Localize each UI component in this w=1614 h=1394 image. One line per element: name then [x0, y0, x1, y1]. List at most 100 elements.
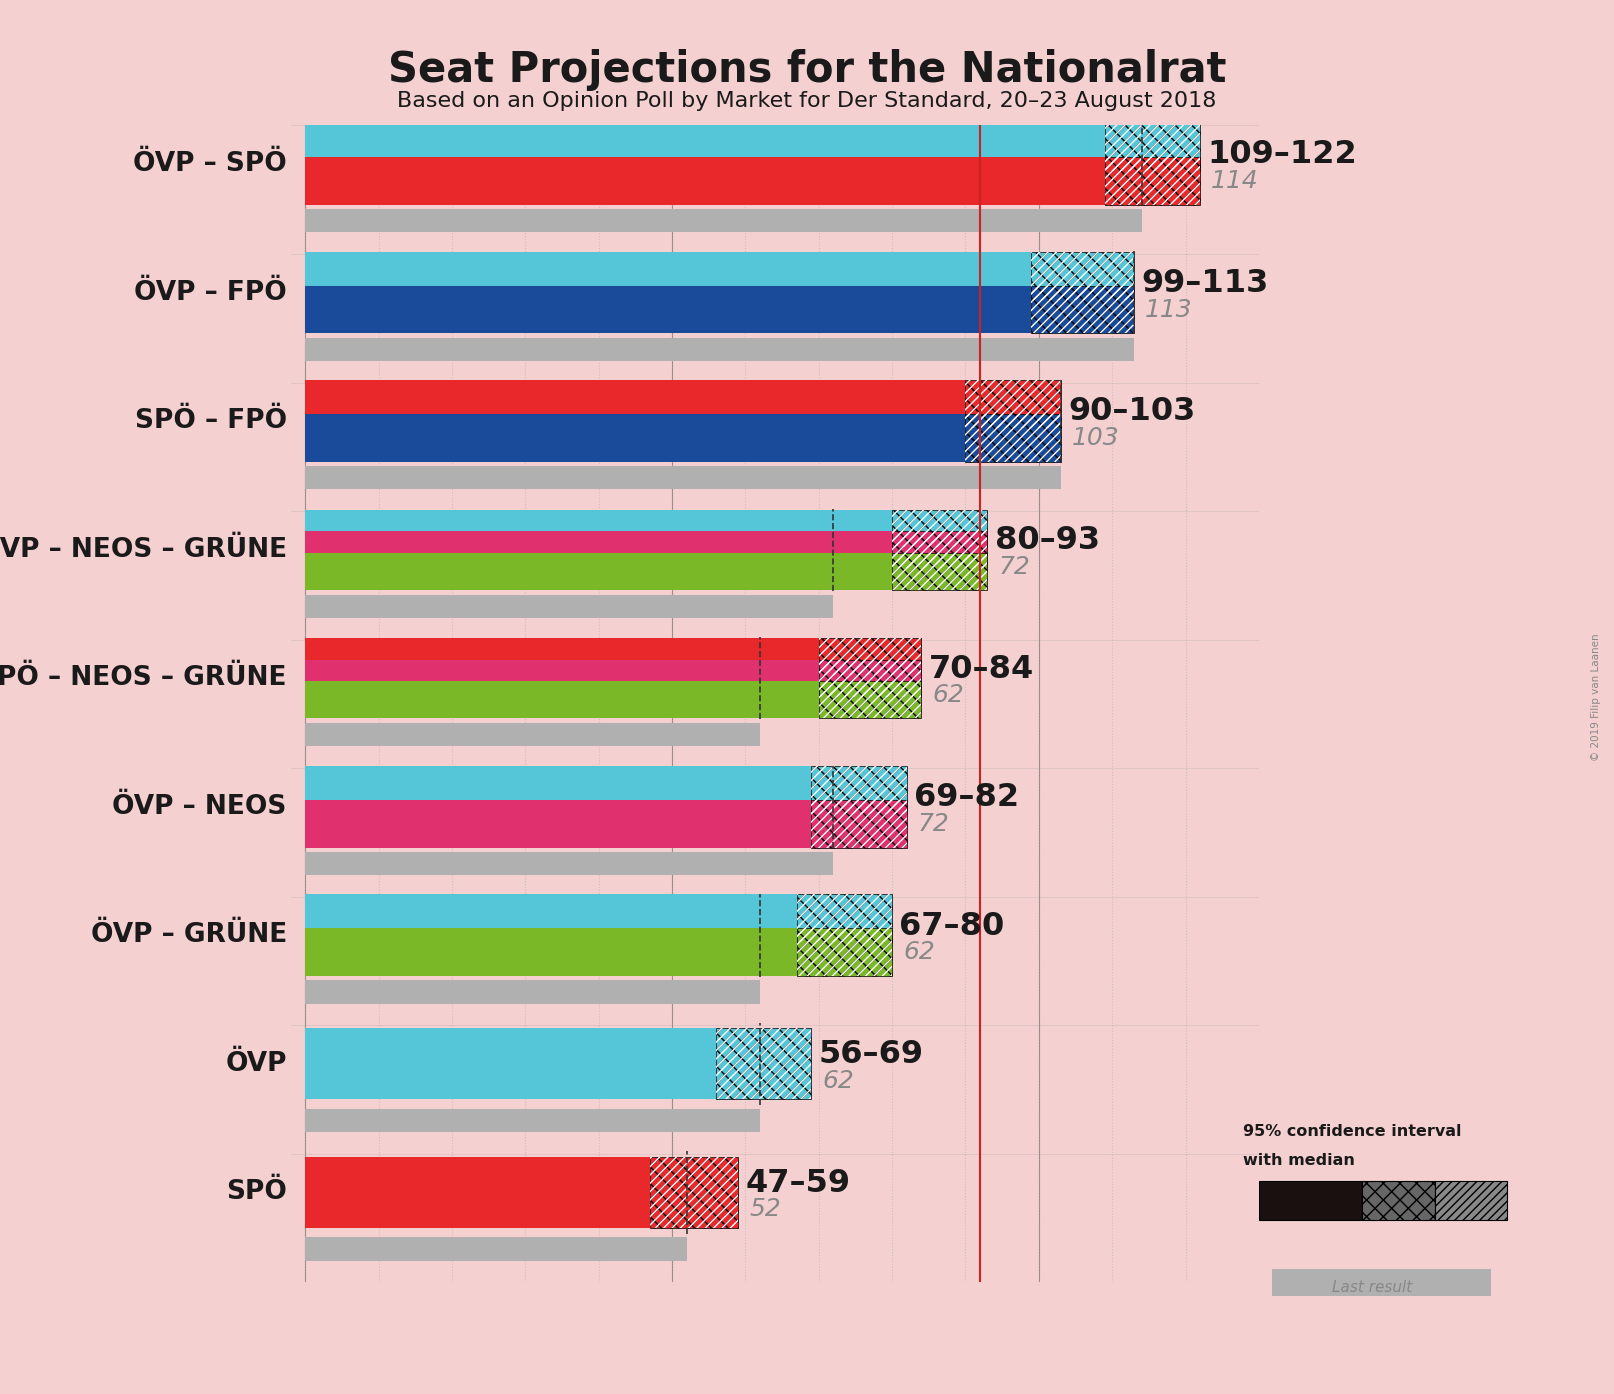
- Bar: [305, 286, 1031, 333]
- Text: 109–122: 109–122: [1207, 139, 1357, 170]
- Bar: [893, 553, 988, 590]
- Bar: [812, 800, 907, 848]
- Bar: [305, 1029, 717, 1100]
- Bar: [818, 659, 922, 697]
- Bar: [305, 531, 893, 569]
- Bar: [1106, 123, 1201, 171]
- Bar: [797, 928, 893, 976]
- Bar: [650, 1157, 738, 1228]
- Bar: [1435, 1182, 1507, 1220]
- Bar: [305, 252, 1031, 300]
- Bar: [797, 895, 893, 942]
- Text: 113: 113: [1146, 297, 1193, 322]
- Bar: [1031, 252, 1135, 300]
- Text: 90–103: 90–103: [1068, 396, 1196, 428]
- Text: 52: 52: [749, 1197, 781, 1221]
- Text: © 2019 Filip van Laanen: © 2019 Filip van Laanen: [1591, 633, 1601, 761]
- Bar: [717, 1029, 812, 1100]
- Bar: [797, 928, 893, 976]
- Bar: [965, 381, 1060, 428]
- Bar: [893, 531, 988, 569]
- Bar: [812, 765, 907, 814]
- Bar: [818, 659, 922, 697]
- Text: with median: with median: [1243, 1153, 1354, 1168]
- Bar: [818, 638, 922, 675]
- Bar: [1031, 286, 1135, 333]
- Bar: [305, 765, 812, 814]
- Bar: [305, 800, 812, 848]
- Bar: [812, 800, 907, 848]
- Bar: [305, 1157, 650, 1228]
- Text: SPÖ: SPÖ: [226, 1179, 287, 1206]
- Text: Last result: Last result: [1332, 1280, 1412, 1295]
- Bar: [812, 765, 907, 814]
- Bar: [1106, 123, 1201, 171]
- Bar: [965, 414, 1060, 461]
- Bar: [1272, 1269, 1491, 1296]
- Bar: [305, 381, 965, 428]
- Bar: [812, 800, 907, 848]
- Text: 80–93: 80–93: [994, 526, 1099, 556]
- Bar: [893, 510, 988, 546]
- Text: ÖVP – NEOS: ÖVP – NEOS: [113, 793, 287, 820]
- Bar: [1031, 286, 1135, 333]
- Bar: [717, 1029, 812, 1100]
- Text: 67–80: 67–80: [899, 910, 1004, 941]
- Bar: [893, 553, 988, 590]
- Text: Based on an Opinion Poll by Market for Der Standard, 20–23 August 2018: Based on an Opinion Poll by Market for D…: [397, 91, 1217, 110]
- Text: SPÖ – NEOS – GRÜNE: SPÖ – NEOS – GRÜNE: [0, 665, 287, 691]
- Bar: [1106, 158, 1201, 205]
- Bar: [1106, 123, 1201, 171]
- Bar: [305, 123, 1106, 171]
- Bar: [305, 682, 818, 718]
- Bar: [305, 337, 1135, 361]
- Text: ÖVP – SPÖ: ÖVP – SPÖ: [132, 151, 287, 177]
- Bar: [797, 928, 893, 976]
- Bar: [818, 638, 922, 675]
- Bar: [650, 1157, 738, 1228]
- Bar: [305, 852, 833, 875]
- Text: 69–82: 69–82: [914, 782, 1018, 813]
- Bar: [305, 553, 893, 590]
- Bar: [305, 414, 965, 461]
- Text: ÖVP: ÖVP: [226, 1051, 287, 1078]
- Text: 72: 72: [918, 811, 949, 836]
- Text: SPÖ – FPÖ: SPÖ – FPÖ: [134, 408, 287, 434]
- Text: Seat Projections for the Nationalrat: Seat Projections for the Nationalrat: [387, 49, 1227, 91]
- Text: 103: 103: [1072, 427, 1120, 450]
- Bar: [965, 381, 1060, 428]
- Text: 47–59: 47–59: [746, 1168, 851, 1199]
- Bar: [305, 158, 1106, 205]
- Text: 114: 114: [1210, 169, 1259, 192]
- Bar: [305, 209, 1141, 233]
- Bar: [893, 510, 988, 546]
- Bar: [1031, 252, 1135, 300]
- Text: ÖVP – GRÜNE: ÖVP – GRÜNE: [90, 923, 287, 948]
- Bar: [893, 510, 988, 546]
- Bar: [650, 1157, 738, 1228]
- Bar: [1259, 1182, 1362, 1220]
- Bar: [965, 414, 1060, 461]
- Text: 70–84: 70–84: [928, 654, 1035, 684]
- Bar: [818, 638, 922, 675]
- Bar: [812, 765, 907, 814]
- Bar: [305, 659, 818, 697]
- Text: 72: 72: [999, 555, 1030, 579]
- Text: 99–113: 99–113: [1141, 268, 1269, 298]
- Bar: [797, 895, 893, 942]
- Bar: [818, 659, 922, 697]
- Bar: [965, 414, 1060, 461]
- Bar: [1031, 286, 1135, 333]
- Bar: [818, 682, 922, 718]
- Bar: [305, 980, 760, 1004]
- Bar: [305, 510, 893, 546]
- Bar: [1031, 252, 1135, 300]
- Bar: [893, 553, 988, 590]
- Text: 95% confidence interval: 95% confidence interval: [1243, 1124, 1461, 1139]
- Bar: [797, 895, 893, 942]
- Bar: [305, 1238, 686, 1260]
- Bar: [305, 595, 833, 618]
- Bar: [818, 682, 922, 718]
- Bar: [1106, 158, 1201, 205]
- Bar: [1106, 158, 1201, 205]
